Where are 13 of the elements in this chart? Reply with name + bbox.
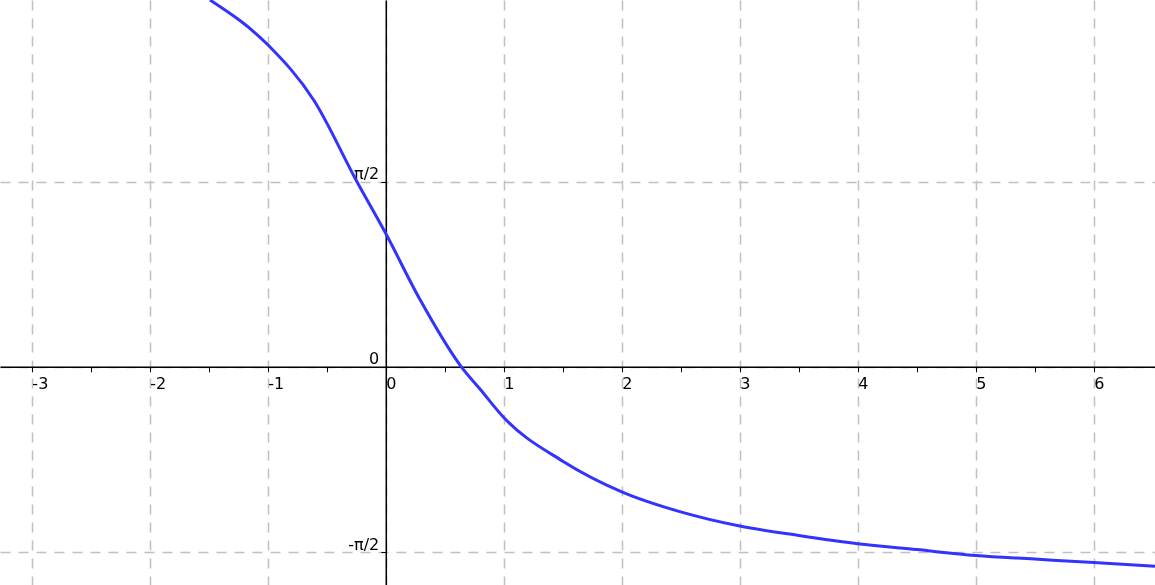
x-tick-label: -3 [32,374,49,394]
x-tick-label: 3 [740,374,751,394]
x-tick-label: 0 [386,374,397,394]
x-tick-label: 5 [976,374,987,394]
y-tick-label: 0 [369,349,380,369]
x-tick-label: 2 [622,374,633,394]
x-tick-label: -2 [150,374,167,394]
x-tick-label: 1 [504,374,515,394]
x-tick-label: 6 [1094,374,1105,394]
y-tick-label: π/2 [354,164,380,184]
x-tick-label: 4 [858,374,869,394]
x-tick-label: -1 [268,374,285,394]
y-tick-label: -π/2 [348,534,380,554]
